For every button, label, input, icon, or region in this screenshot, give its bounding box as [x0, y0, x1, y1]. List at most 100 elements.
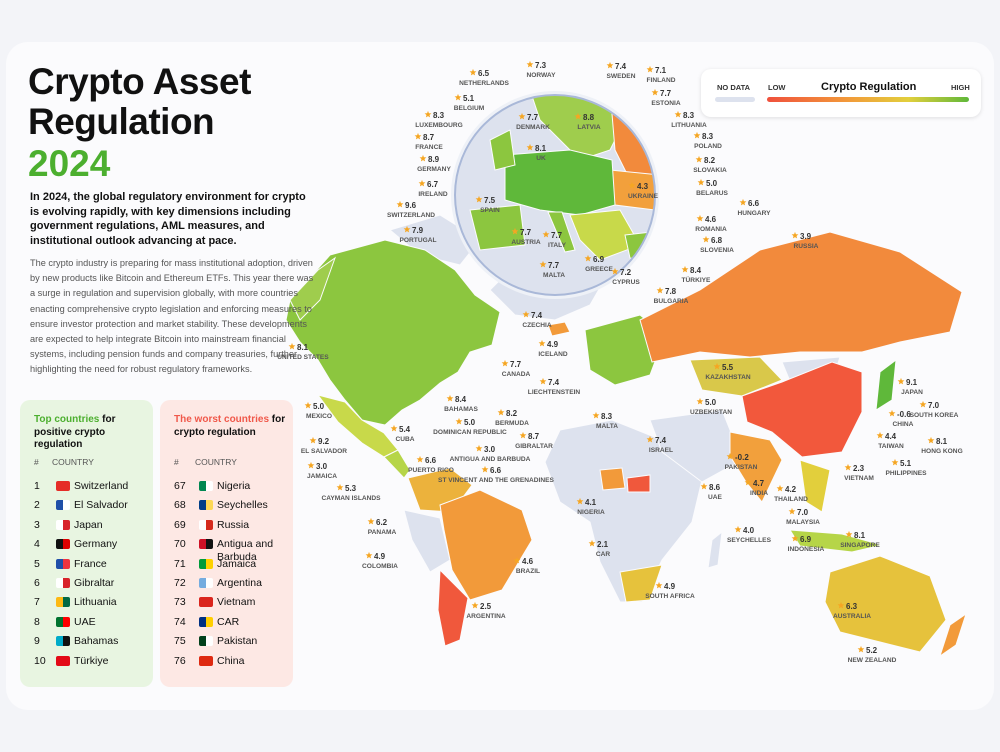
- star-icon: [693, 131, 701, 139]
- country-label: MALAYSIA: [786, 519, 820, 526]
- score: 8.3: [433, 111, 445, 120]
- map-label: 7.4 CZECHIA: [522, 310, 552, 329]
- list-row: 6 Gibraltar: [34, 577, 149, 595]
- map-label: 5.4 CUBA: [390, 424, 415, 443]
- score: -0.6: [897, 410, 911, 419]
- country-label: ESTONIA: [651, 100, 680, 107]
- list-row: 67 Nigeria: [174, 480, 289, 498]
- star-icon: [469, 68, 477, 76]
- star-icon: [857, 645, 865, 653]
- country-label: MEXICO: [306, 413, 332, 420]
- score: 6.8: [711, 236, 723, 245]
- score: 8.4: [455, 395, 467, 404]
- flag: [199, 558, 213, 569]
- china: [741, 361, 863, 458]
- country-label: ROMANIA: [695, 226, 727, 233]
- score: 6.9: [593, 255, 605, 264]
- country-label: HUNGARY: [737, 210, 771, 217]
- middle-east: [649, 409, 743, 483]
- star-icon: [919, 400, 927, 408]
- score: 8.1: [297, 343, 309, 352]
- list-row: 72 Argentina: [174, 577, 289, 595]
- flag: [199, 636, 213, 647]
- score: 7.7: [510, 360, 522, 369]
- score: 5.3: [345, 484, 357, 493]
- iberia: [469, 204, 526, 251]
- legend-label: HIGH: [951, 83, 970, 92]
- score: 8.9: [428, 155, 440, 164]
- map-label: 7.7 ITALY: [542, 230, 567, 249]
- country-label: LIECHTENSTEIN: [528, 389, 581, 396]
- map-label: 6.9 INDONESIA: [788, 534, 825, 553]
- list-row: 8 UAE: [34, 616, 149, 634]
- score: 5.0: [313, 402, 325, 411]
- rank: 75: [174, 635, 186, 648]
- score: 5.1: [900, 459, 912, 468]
- country-label: HONG KONG: [921, 448, 962, 455]
- list-row: 9 Bahamas: [34, 635, 149, 653]
- map-label: 4.4 TAIWAN: [876, 431, 904, 450]
- star-icon: [791, 231, 799, 239]
- map-label: 7.8 BULGARIA: [654, 286, 689, 305]
- star-icon: [695, 155, 703, 163]
- star-icon: [307, 461, 315, 469]
- map-label: 6.8 SLOVENIA: [700, 235, 734, 254]
- star-icon: [574, 112, 582, 120]
- star-icon: [454, 93, 462, 101]
- legend: NO DATA LOW Crypto Regulation HIGH: [701, 69, 981, 117]
- russia: [639, 231, 963, 363]
- country-label: CAYMAN ISLANDS: [321, 495, 381, 502]
- star-icon: [588, 539, 596, 547]
- score: 8.2: [506, 409, 518, 418]
- country-name: Antigua and Barbuda: [217, 538, 274, 564]
- star-icon: [446, 394, 454, 402]
- flag: [56, 578, 70, 588]
- brazil: [439, 489, 533, 601]
- star-icon: [697, 178, 705, 186]
- new-zealand: [939, 612, 967, 658]
- country-label: CAR: [596, 551, 611, 558]
- score: 6.9: [800, 535, 812, 544]
- star-icon: [891, 458, 899, 466]
- land: [285, 214, 967, 658]
- star-icon: [419, 154, 427, 162]
- country-label: GERMANY: [417, 166, 451, 173]
- country-label: SOUTH KOREA: [910, 412, 959, 419]
- score: 7.2: [620, 268, 632, 277]
- star-icon: [526, 143, 534, 151]
- star-icon: [455, 417, 463, 425]
- score: 7.4: [655, 436, 667, 445]
- map-label: 9.2 EL SALVADOR: [301, 436, 347, 455]
- star-icon: [511, 227, 519, 235]
- title-line: Regulation: [28, 101, 215, 142]
- score: 9.1: [906, 378, 918, 387]
- score: 6.6: [748, 199, 760, 208]
- col-header: COUNTRY: [52, 457, 94, 467]
- country-label: GREECE: [585, 266, 613, 273]
- star-icon: [651, 88, 659, 96]
- score: 8.7: [423, 133, 435, 142]
- heading-rest: for positive crypto regulation: [34, 414, 116, 450]
- country-label: TÜRKIYE: [682, 275, 712, 284]
- score: 7.4: [548, 378, 560, 387]
- map-label: 4.7 INDIA: [744, 478, 768, 497]
- central-europe: [504, 149, 616, 216]
- rank: 6: [34, 577, 40, 589]
- country-label: CANADA: [502, 371, 531, 378]
- score: 8.3: [601, 412, 613, 421]
- flag: [56, 636, 70, 647]
- star-icon: [646, 65, 654, 73]
- map-label: 6.5 NETHERLANDS: [459, 68, 510, 87]
- rank: 3: [34, 518, 40, 531]
- country-label: UZBEKISTAN: [690, 409, 732, 416]
- score: 8.1: [535, 144, 547, 153]
- country-name: Türkiye: [74, 654, 109, 667]
- map-label: 4.3 UKRAINE: [628, 181, 659, 200]
- country-label: UKRAINE: [628, 193, 659, 200]
- map-label: 5.0 BELARUS: [696, 178, 729, 197]
- country-label: THAILAND: [774, 496, 808, 503]
- balkans: [569, 209, 641, 261]
- star-icon: [592, 411, 600, 419]
- list-row: 71 Jamaica: [174, 558, 289, 576]
- map-label: 7.3 NORWAY: [527, 60, 556, 79]
